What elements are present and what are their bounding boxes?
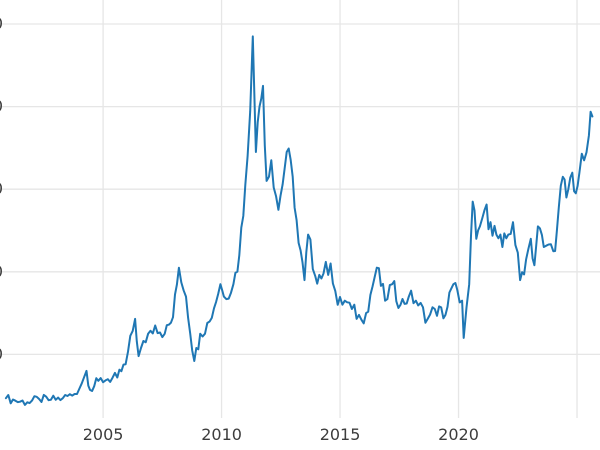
x-tick-label: 2015 <box>320 425 361 444</box>
y-tick-label: 30 <box>0 179 3 198</box>
x-tick-labels: 2005 2010 2015 2020 <box>83 425 479 444</box>
x-tick-label: 2005 <box>83 425 124 444</box>
y-tick-labels-cropped: 10 20 30 40 50 <box>0 14 3 363</box>
y-tick-label: 40 <box>0 97 3 116</box>
y-tick-label: 10 <box>0 344 3 363</box>
gridlines <box>0 0 600 418</box>
y-tick-label: 20 <box>0 262 3 281</box>
y-tick-label: 50 <box>0 14 3 33</box>
x-tick-label: 2010 <box>201 425 242 444</box>
price-line <box>4 35 594 406</box>
x-tick-label: 2020 <box>438 425 479 444</box>
